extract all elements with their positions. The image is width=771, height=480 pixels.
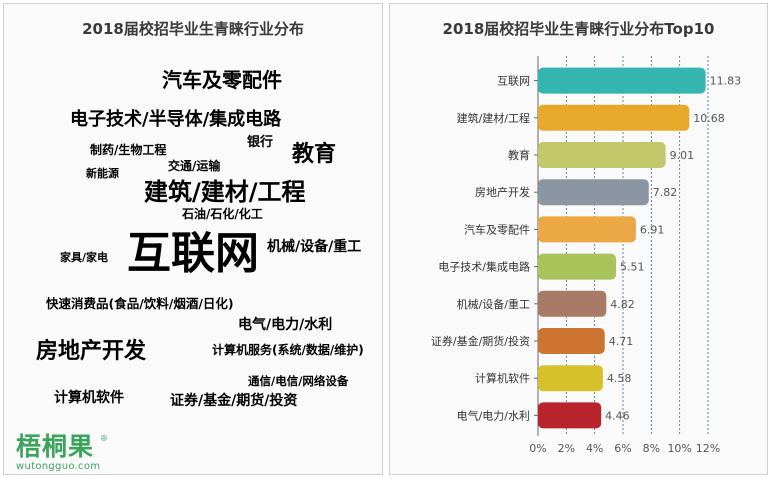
word-education: 教育 bbox=[292, 142, 337, 167]
logo-name: 梧桐果 bbox=[16, 432, 95, 461]
x-tick-label: 4% bbox=[586, 442, 603, 455]
word-real-estate: 房地产开发 bbox=[36, 339, 147, 364]
word-electric-power: 电气/电力/水利 bbox=[238, 317, 333, 333]
value-label: 4.46 bbox=[605, 409, 630, 422]
wordcloud-panel: 2018届校招毕业生青睐行业分布 汽车及零配件 电子技术/半导体/集成电路 银行… bbox=[3, 3, 383, 475]
logo-url: wutongguo.com bbox=[16, 461, 101, 472]
bar bbox=[538, 290, 607, 317]
x-tick-label: 10% bbox=[667, 442, 691, 455]
value-label: 5.51 bbox=[620, 261, 645, 274]
word-construction: 建筑/建材/工程 bbox=[144, 178, 306, 206]
value-label: 4.71 bbox=[609, 335, 634, 348]
word-auto-parts: 汽车及零配件 bbox=[162, 68, 282, 92]
category-label: 机械/设备/重工 bbox=[457, 297, 530, 311]
bar bbox=[538, 142, 666, 168]
word-transport: 交通/运输 bbox=[168, 159, 221, 173]
word-fmcg: 快速消费品(食品/饮料/烟酒/日化) bbox=[46, 296, 234, 311]
word-pharma: 制药/生物工程 bbox=[90, 143, 167, 157]
value-label: 4.82 bbox=[610, 298, 635, 311]
logo: 梧桐果 ® wutongguo.com bbox=[16, 432, 108, 472]
word-electronics: 电子技术/半导体/集成电路 bbox=[70, 109, 282, 130]
bar bbox=[538, 67, 706, 94]
word-securities: 证券/基金/期货/投资 bbox=[170, 393, 298, 409]
category-label: 房地产开发 bbox=[475, 185, 530, 199]
category-label: 建筑/建材/工程 bbox=[457, 111, 530, 125]
bar bbox=[538, 365, 603, 392]
bar bbox=[538, 179, 649, 206]
bar-chart: 0% 2% 4% 6% 8% 10% 12% 互联网 11.83 建筑/建材/工程 10.68 教育 9… bbox=[431, 56, 742, 455]
value-label: 10.68 bbox=[693, 112, 725, 125]
category-label: 计算机软件 bbox=[475, 371, 530, 385]
word-furniture: 家具/家电 bbox=[60, 251, 109, 264]
bar-chart-panel: 2018届校招毕业生青睐行业分布Top10 0% 2% 4% 6% 8% 10% 12% 互联… bbox=[389, 3, 768, 475]
word-it-services: 计算机服务(系统/数据/维护) bbox=[212, 343, 364, 357]
x-tick-label: 6% bbox=[614, 442, 631, 455]
category-label: 电子技术/集成电路 bbox=[438, 260, 530, 274]
bar bbox=[538, 104, 690, 131]
word-internet: 互联网 bbox=[127, 228, 259, 279]
logo-registered-mark: ® bbox=[100, 434, 108, 443]
word-machinery: 机械/设备/重工 bbox=[267, 239, 362, 255]
word-software: 计算机软件 bbox=[54, 390, 124, 406]
value-label: 6.91 bbox=[640, 223, 665, 236]
x-tick-label: 8% bbox=[643, 442, 660, 455]
x-tick-label: 12% bbox=[696, 442, 720, 455]
bar bbox=[538, 216, 636, 243]
category-label: 互联网 bbox=[497, 75, 530, 88]
bar bbox=[538, 253, 617, 280]
word-petrochem: 石油/石化/化工 bbox=[182, 207, 263, 221]
x-tick-label: 2% bbox=[558, 442, 575, 455]
value-label: 7.82 bbox=[653, 186, 678, 199]
x-tick-label: 0% bbox=[529, 442, 546, 455]
category-label: 教育 bbox=[508, 148, 530, 162]
bar bbox=[538, 402, 602, 429]
value-label: 11.83 bbox=[710, 75, 742, 88]
category-label: 电气/电力/水利 bbox=[457, 408, 530, 422]
category-label: 汽车及零配件 bbox=[464, 222, 530, 236]
category-label: 证券/基金/期货/投资 bbox=[431, 334, 530, 348]
value-label: 9.01 bbox=[670, 149, 695, 162]
bar bbox=[538, 328, 605, 354]
word-telecom: 通信/电信/网络设备 bbox=[248, 374, 349, 388]
wordcloud-title: 2018届校招毕业生青睐行业分布 bbox=[82, 20, 304, 38]
word-new-energy: 新能源 bbox=[86, 167, 119, 180]
bar-chart-title: 2018届校招毕业生青睐行业分布Top10 bbox=[442, 20, 715, 38]
value-label: 4.58 bbox=[607, 372, 632, 385]
word-bank: 银行 bbox=[247, 135, 274, 150]
